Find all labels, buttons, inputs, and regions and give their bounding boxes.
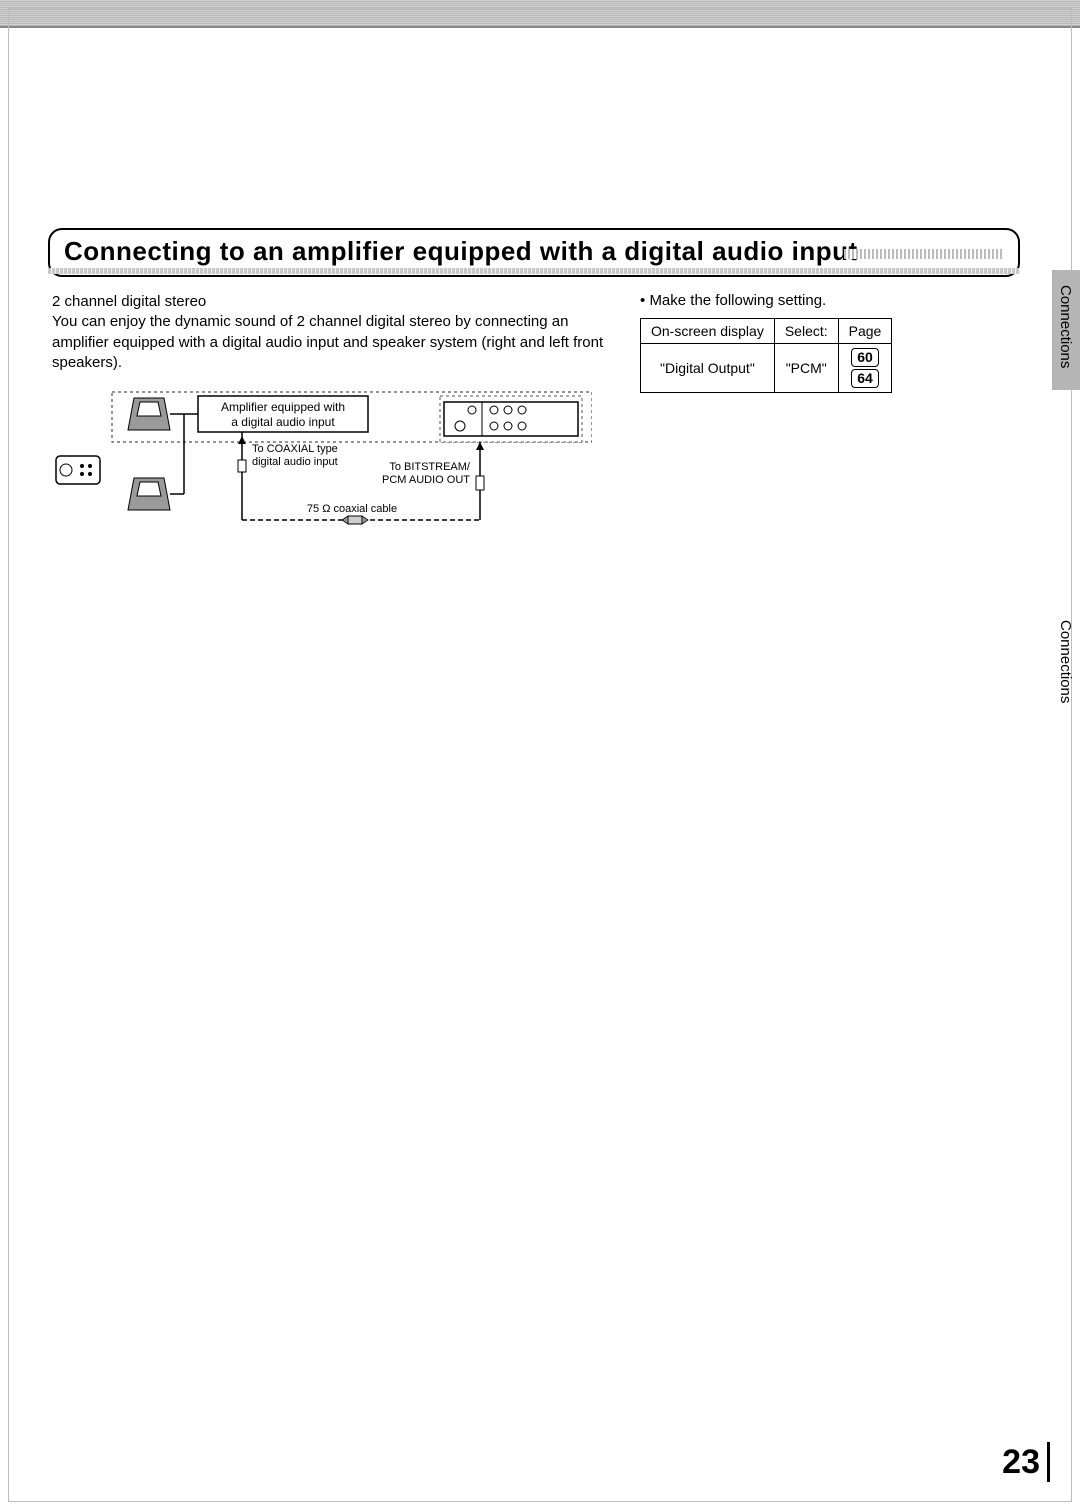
cell-pages: 60 64: [838, 344, 892, 393]
intro-body: You can enjoy the dynamic sound of 2 cha…: [52, 312, 612, 373]
coax-label-line1: To COAXIAL type: [252, 443, 338, 455]
table-header-row: On-screen display Select: Page: [641, 319, 892, 344]
settings-note: • Make the following setting.: [640, 292, 826, 309]
heading-underline: [48, 268, 1020, 274]
section-label-lower: Connections: [1057, 620, 1074, 703]
amp-small-icon: [56, 456, 100, 484]
table-data-row: "Digital Output" "PCM" 60 64: [641, 344, 892, 393]
bitstream-label-line2: PCM AUDIO OUT: [382, 474, 470, 486]
cell-display: "Digital Output": [641, 344, 775, 393]
page-number-bar: [1047, 1442, 1050, 1482]
page-number: 23: [1002, 1443, 1040, 1482]
page-ref: 60: [851, 348, 879, 367]
cell-select: "PCM": [774, 344, 838, 393]
bitstream-label-line1: To BITSTREAM/: [389, 461, 471, 473]
settings-note-text: Make the following setting.: [649, 292, 826, 309]
connection-diagram: Amplifier equipped with a digital audio …: [52, 388, 592, 558]
col-header-select: Select:: [774, 319, 838, 344]
col-header-page: Page: [838, 319, 892, 344]
settings-table: On-screen display Select: Page "Digital …: [640, 318, 892, 393]
section-label-upper: Connections: [1057, 285, 1074, 368]
speaker-icon: [128, 398, 170, 430]
coax-label-line2: digital audio input: [252, 456, 338, 468]
heading-ornament: [844, 249, 1004, 259]
amp-label-line2: a digital audio input: [231, 415, 335, 429]
amp-label-line1: Amplifier equipped with: [221, 400, 345, 414]
player-rear-icon: [440, 396, 582, 442]
bullet: •: [640, 292, 645, 309]
intro-subtitle: 2 channel digital stereo: [52, 292, 612, 312]
page-ref: 64: [851, 369, 879, 388]
cable-label: 75 Ω coaxial cable: [307, 503, 397, 515]
col-header-display: On-screen display: [641, 319, 775, 344]
speaker-icon: [128, 478, 170, 510]
intro-block: 2 channel digital stereo You can enjoy t…: [52, 292, 612, 373]
